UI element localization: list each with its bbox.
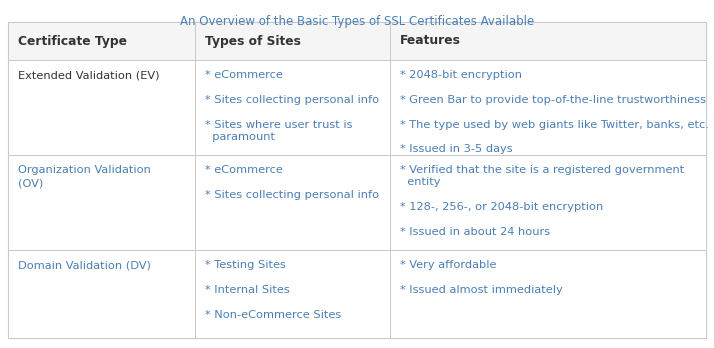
- Text: Certificate Type: Certificate Type: [18, 34, 127, 47]
- Text: Features: Features: [400, 34, 461, 47]
- Text: Domain Validation (DV): Domain Validation (DV): [18, 260, 151, 270]
- Bar: [8, 155, 706, 250]
- Text: * Very affordable

* Issued almost immediately: * Very affordable * Issued almost immedi…: [400, 260, 563, 295]
- Text: * eCommerce

* Sites collecting personal info

* Sites where user trust is
  par: * eCommerce * Sites collecting personal …: [205, 70, 379, 142]
- Text: Types of Sites: Types of Sites: [205, 34, 301, 47]
- Text: * eCommerce

* Sites collecting personal info: * eCommerce * Sites collecting personal …: [205, 165, 379, 200]
- Bar: [8, 60, 706, 155]
- Text: * Testing Sites

* Internal Sites

* Non-eCommerce Sites: * Testing Sites * Internal Sites * Non-e…: [205, 260, 341, 319]
- Text: Extended Validation (EV): Extended Validation (EV): [18, 70, 159, 80]
- Bar: [8, 250, 706, 338]
- Text: * 2048-bit encryption

* Green Bar to provide top-of-the-line trustworthiness

*: * 2048-bit encryption * Green Bar to pro…: [400, 70, 709, 155]
- Text: * Verified that the site is a registered government
  entity

* 128-, 256-, or 2: * Verified that the site is a registered…: [400, 165, 684, 237]
- Bar: [8, 22, 706, 60]
- Text: Organization Validation
(OV): Organization Validation (OV): [18, 165, 151, 189]
- Text: An Overview of the Basic Types of SSL Certificates Available: An Overview of the Basic Types of SSL Ce…: [180, 15, 534, 28]
